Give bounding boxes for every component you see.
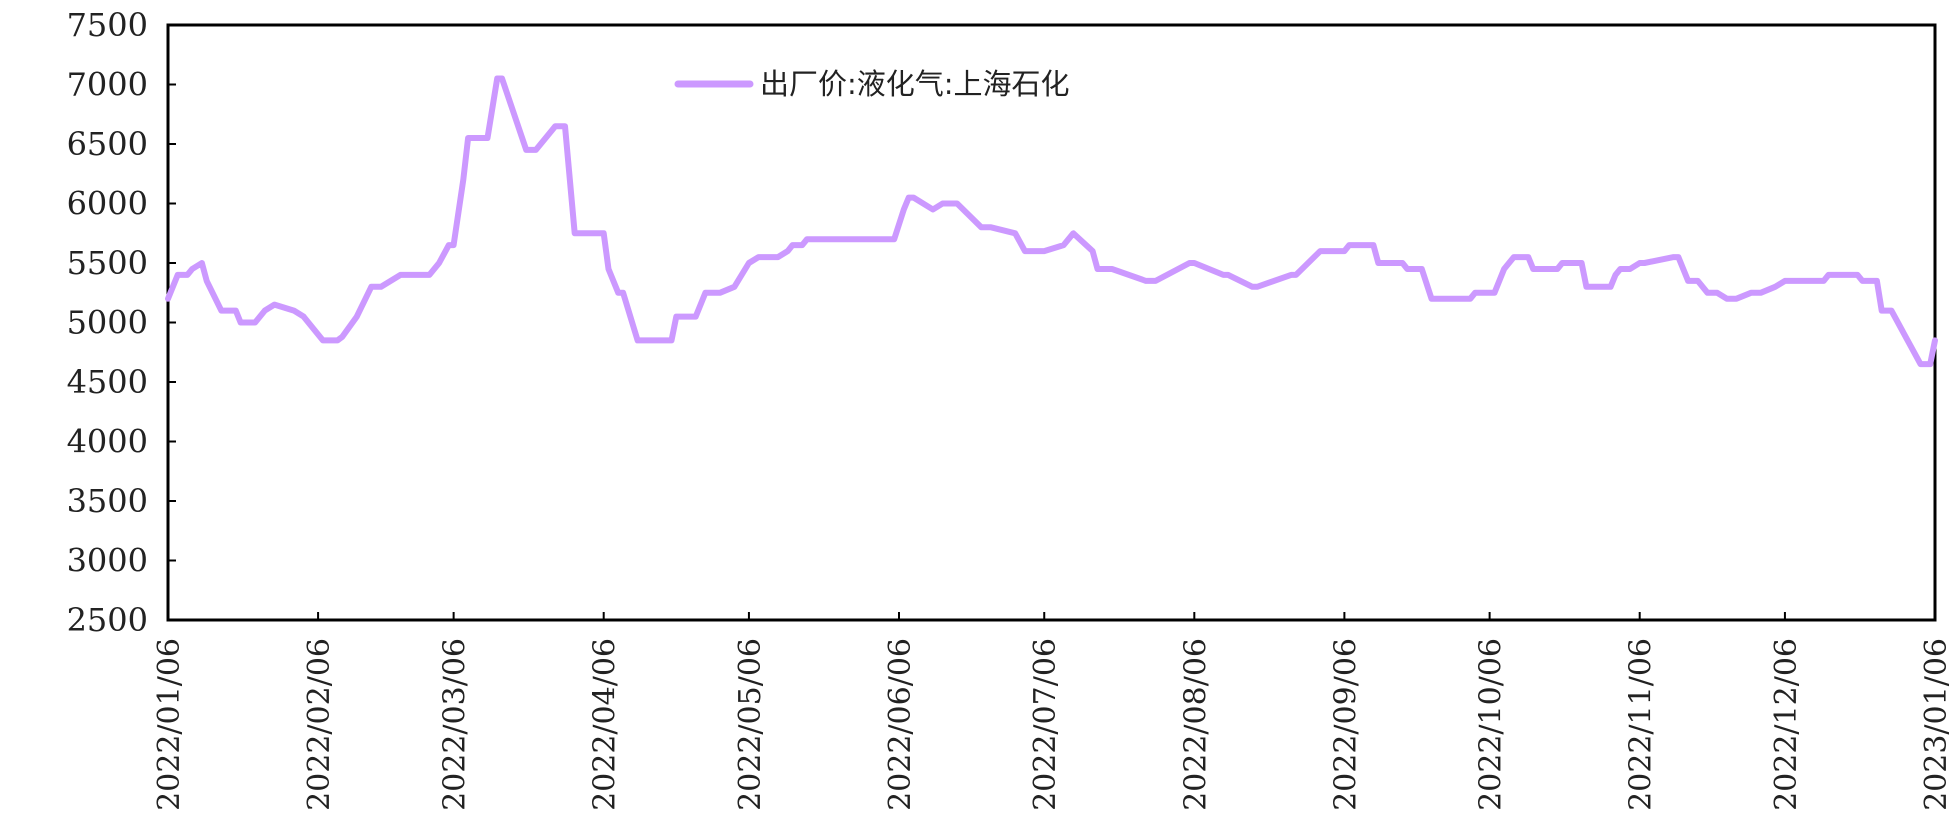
x-tick-label: 2022/03/06	[438, 638, 473, 811]
y-tick-label: 5500	[67, 244, 148, 282]
x-tick-label: 2022/11/06	[1624, 638, 1659, 811]
series-line	[165, 75, 1938, 368]
legend-label: 出厂价:液化气:上海石化	[760, 67, 1070, 101]
y-tick-label: 6500	[67, 125, 148, 163]
y-tick-label: 3500	[67, 482, 148, 520]
x-tick-label: 2022/01/06	[152, 638, 187, 811]
x-tick-label: 2022/09/06	[1328, 638, 1363, 811]
x-axis-ticks: 2022/01/06 2022/02/06 2022/03/06 2022/04/06…	[152, 612, 1954, 811]
x-tick-label: 2022/08/06	[1178, 638, 1213, 811]
series-layer	[165, 75, 1938, 368]
x-tick-label: 2022/06/06	[883, 638, 918, 811]
x-tick-label: 2022/05/06	[733, 638, 768, 811]
x-tick-label: 2022/12/06	[1769, 638, 1804, 811]
y-tick-label: 4500	[67, 363, 148, 401]
plot-area-frame	[166, 23, 1937, 622]
x-tick-label: 2022/10/06	[1474, 638, 1509, 811]
y-tick-label: 7500	[67, 6, 148, 44]
y-tick-label: 5000	[67, 304, 148, 342]
y-tick-label: 6000	[67, 185, 148, 223]
x-tick-label: 2023/01/06	[1919, 638, 1954, 811]
y-tick-label: 7000	[67, 66, 148, 104]
x-tick-label: 2022/04/06	[588, 638, 623, 811]
x-tick-label: 2022/02/06	[302, 638, 337, 811]
x-tick-label: 2022/07/06	[1028, 638, 1063, 811]
y-tick-label: 2500	[67, 601, 148, 639]
y-tick-label: 4000	[67, 423, 148, 461]
legend: 出厂价:液化气:上海石化	[674, 67, 1070, 101]
y-axis-ticks: 2500 3000 3500 4000 4500 5000 5500 6000 6500 7000…	[67, 6, 176, 639]
y-tick-label: 3000	[67, 542, 148, 580]
